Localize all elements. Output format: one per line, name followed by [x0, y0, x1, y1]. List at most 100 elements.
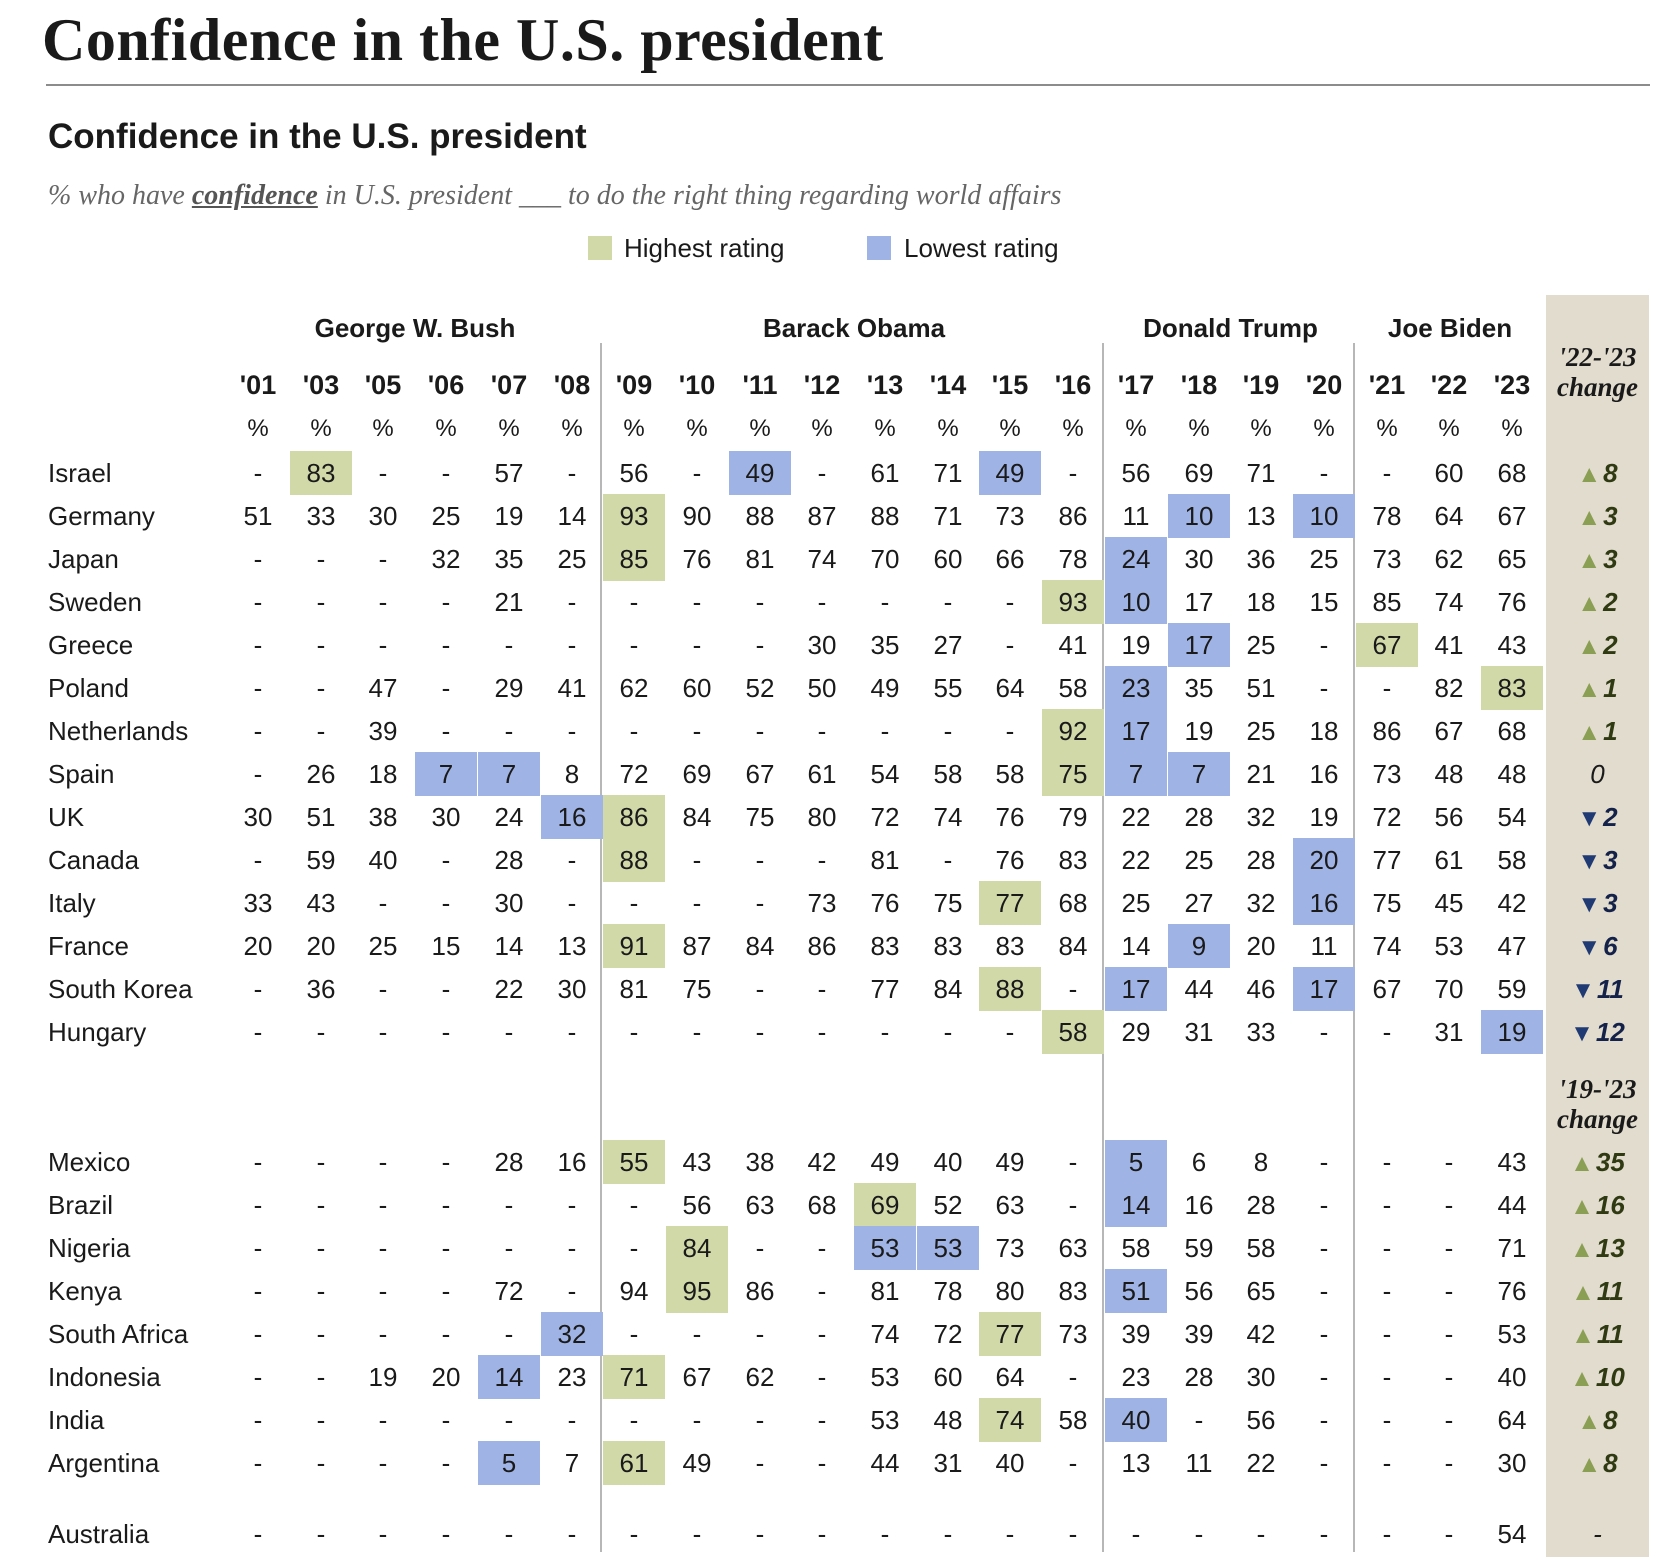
subtitle-suffix: in U.S. president ___ to do the right th… — [317, 180, 1062, 211]
value-cell: - — [253, 673, 263, 703]
country-label: France — [48, 931, 129, 961]
value-cell: - — [1382, 1448, 1392, 1478]
value-cell: 76 — [1497, 587, 1527, 617]
value-cell: 73 — [807, 888, 837, 918]
value-cell: 87 — [807, 501, 837, 531]
value-cell: - — [1068, 1362, 1078, 1392]
value-cell: 64 — [995, 673, 1025, 703]
value-cell: 84 — [933, 974, 963, 1004]
value-cell-highest: 61 — [603, 1441, 665, 1485]
value-cell: 39 — [1184, 1319, 1214, 1349]
value-cell: 71 — [933, 501, 963, 531]
value-cell: 43 — [682, 1147, 712, 1177]
value-cell: 78 — [1372, 501, 1402, 531]
value-cell: 84 — [682, 802, 712, 832]
value-cell: 46 — [1246, 974, 1276, 1004]
value-cell-lowest: 10 — [1168, 494, 1230, 538]
change-value: ▲8 — [1546, 1441, 1649, 1485]
value-cell: - — [880, 716, 890, 746]
value-cell: - — [567, 716, 577, 746]
value-cell: - — [1444, 1405, 1454, 1435]
value-cell: - — [441, 1276, 451, 1306]
value-cell: - — [692, 630, 702, 660]
value-cell: - — [253, 1147, 263, 1177]
value-cell: 54 — [1497, 1519, 1527, 1549]
change-value: ▲8 — [1546, 1398, 1649, 1442]
country-label: Spain — [48, 759, 115, 789]
year-header: '19 — [1242, 370, 1280, 400]
value-cell: 17 — [1184, 587, 1214, 617]
value-cell: 62 — [745, 1362, 775, 1392]
percent-label: % — [1250, 415, 1272, 442]
value-cell: 42 — [1246, 1319, 1276, 1349]
value-cell: 30 — [557, 974, 587, 1004]
value-cell: - — [692, 587, 702, 617]
value-cell: 39 — [368, 716, 398, 746]
value-cell-highest: 77 — [979, 881, 1041, 925]
value-cell: 53 — [870, 1405, 900, 1435]
value-cell: 14 — [1121, 931, 1151, 961]
title-divider — [46, 84, 1650, 86]
value-cell: 65 — [1497, 544, 1527, 574]
value-cell: 54 — [1497, 802, 1527, 832]
change-value: ▲35 — [1546, 1140, 1649, 1184]
value-cell: 58 — [1058, 673, 1088, 703]
country-label: South Africa — [48, 1319, 189, 1349]
value-cell: 13 — [557, 931, 587, 961]
value-cell-lowest: 16 — [541, 795, 603, 839]
value-cell: - — [817, 716, 827, 746]
value-cell: - — [1319, 1233, 1329, 1263]
value-cell-highest: 86 — [603, 795, 665, 839]
change-number: 8 — [1603, 458, 1618, 488]
president-header: George W. Bush — [314, 313, 516, 343]
value-cell: 83 — [933, 931, 963, 961]
change-number: 3 — [1603, 888, 1618, 918]
percent-label: % — [874, 415, 896, 442]
value-cell: - — [1382, 1319, 1392, 1349]
value-cell: 76 — [995, 845, 1025, 875]
value-cell: 28 — [1246, 1190, 1276, 1220]
country-label: South Korea — [48, 974, 193, 1004]
value-cell: - — [629, 1017, 639, 1047]
value-cell: - — [629, 888, 639, 918]
value-cell: 84 — [1058, 931, 1088, 961]
value-cell: 21 — [1246, 759, 1276, 789]
change-number: 2 — [1603, 802, 1618, 832]
arrow-up-icon: ▲ — [1577, 676, 1602, 703]
value-cell: - — [316, 716, 326, 746]
year-header: '10 — [678, 370, 716, 400]
value-cell-lowest: 14 — [1105, 1183, 1167, 1227]
value-cell: 25 — [1246, 716, 1276, 746]
value-cell: 24 — [494, 802, 524, 832]
value-cell: - — [755, 888, 765, 918]
value-cell: 67 — [1434, 716, 1464, 746]
change-value: ▼6 — [1546, 924, 1649, 968]
value-cell: - — [1194, 1405, 1204, 1435]
value-cell: - — [1319, 1448, 1329, 1478]
value-cell: 94 — [619, 1276, 649, 1306]
value-cell: - — [1444, 1276, 1454, 1306]
value-cell: - — [253, 1017, 263, 1047]
value-cell: - — [316, 1190, 326, 1220]
legend-highest-swatch — [588, 236, 612, 260]
change-value: ▲1 — [1546, 709, 1649, 753]
value-cell: - — [880, 587, 890, 617]
value-cell-highest: 91 — [603, 924, 665, 968]
value-cell: 30 — [431, 802, 461, 832]
value-cell: - — [1005, 716, 1015, 746]
value-cell: 67 — [1497, 501, 1527, 531]
value-cell: 83 — [995, 931, 1025, 961]
value-cell: - — [1319, 1362, 1329, 1392]
value-cell: 8 — [1253, 1147, 1269, 1177]
value-cell: - — [316, 1319, 326, 1349]
value-cell: - — [316, 1147, 326, 1177]
value-cell: 81 — [619, 974, 649, 1004]
value-cell: 52 — [745, 673, 775, 703]
value-cell: - — [378, 1017, 388, 1047]
value-cell: 63 — [1058, 1233, 1088, 1263]
value-cell: - — [755, 587, 765, 617]
value-cell: 28 — [1184, 802, 1214, 832]
value-cell: 73 — [995, 1233, 1025, 1263]
value-cell: - — [253, 716, 263, 746]
value-cell: 30 — [494, 888, 524, 918]
